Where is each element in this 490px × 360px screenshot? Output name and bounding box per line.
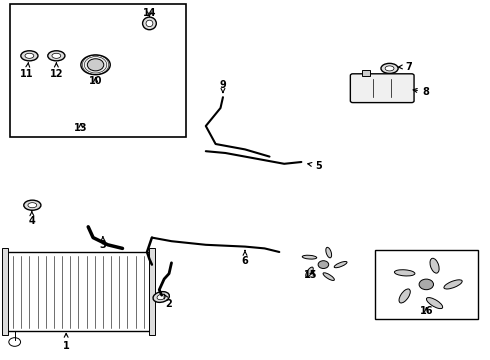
Ellipse shape	[399, 289, 410, 303]
Text: 15: 15	[304, 270, 318, 280]
Text: 9: 9	[220, 80, 226, 93]
Ellipse shape	[426, 298, 442, 309]
Bar	[375, 250, 477, 319]
Ellipse shape	[21, 51, 38, 61]
Text: 11: 11	[20, 63, 34, 79]
Text: 3: 3	[99, 237, 106, 250]
Circle shape	[419, 279, 434, 290]
Text: 13: 13	[74, 123, 88, 133]
Text: 10: 10	[89, 76, 102, 86]
Text: 4: 4	[28, 211, 35, 226]
Ellipse shape	[385, 66, 394, 71]
Circle shape	[87, 59, 104, 71]
Text: 2: 2	[164, 294, 172, 309]
Text: 7: 7	[398, 62, 413, 72]
Ellipse shape	[157, 294, 166, 300]
Ellipse shape	[381, 63, 398, 73]
Ellipse shape	[52, 53, 61, 58]
Bar	[10, 4, 186, 137]
Bar	[149, 248, 155, 335]
Ellipse shape	[394, 270, 415, 276]
Bar	[2, 248, 8, 335]
Ellipse shape	[326, 247, 332, 258]
Circle shape	[318, 261, 329, 269]
Text: 5: 5	[308, 161, 322, 171]
FancyBboxPatch shape	[350, 74, 414, 103]
Bar	[5, 252, 152, 331]
Ellipse shape	[48, 51, 65, 61]
Text: 1: 1	[63, 333, 70, 351]
Circle shape	[9, 338, 21, 346]
Text: 8: 8	[413, 87, 430, 97]
Ellipse shape	[143, 17, 156, 30]
Ellipse shape	[81, 55, 110, 75]
Ellipse shape	[24, 200, 41, 210]
Ellipse shape	[28, 203, 37, 208]
Ellipse shape	[430, 258, 439, 273]
Ellipse shape	[25, 53, 34, 58]
Ellipse shape	[323, 273, 334, 280]
Ellipse shape	[153, 292, 170, 302]
Ellipse shape	[306, 267, 313, 277]
Ellipse shape	[444, 280, 462, 289]
Ellipse shape	[302, 255, 317, 259]
Text: 6: 6	[242, 251, 248, 266]
Ellipse shape	[146, 20, 153, 27]
Ellipse shape	[334, 261, 347, 268]
Text: 12: 12	[49, 63, 63, 79]
Text: 16: 16	[419, 306, 433, 316]
Bar	[362, 70, 370, 76]
Text: 14: 14	[143, 8, 156, 18]
